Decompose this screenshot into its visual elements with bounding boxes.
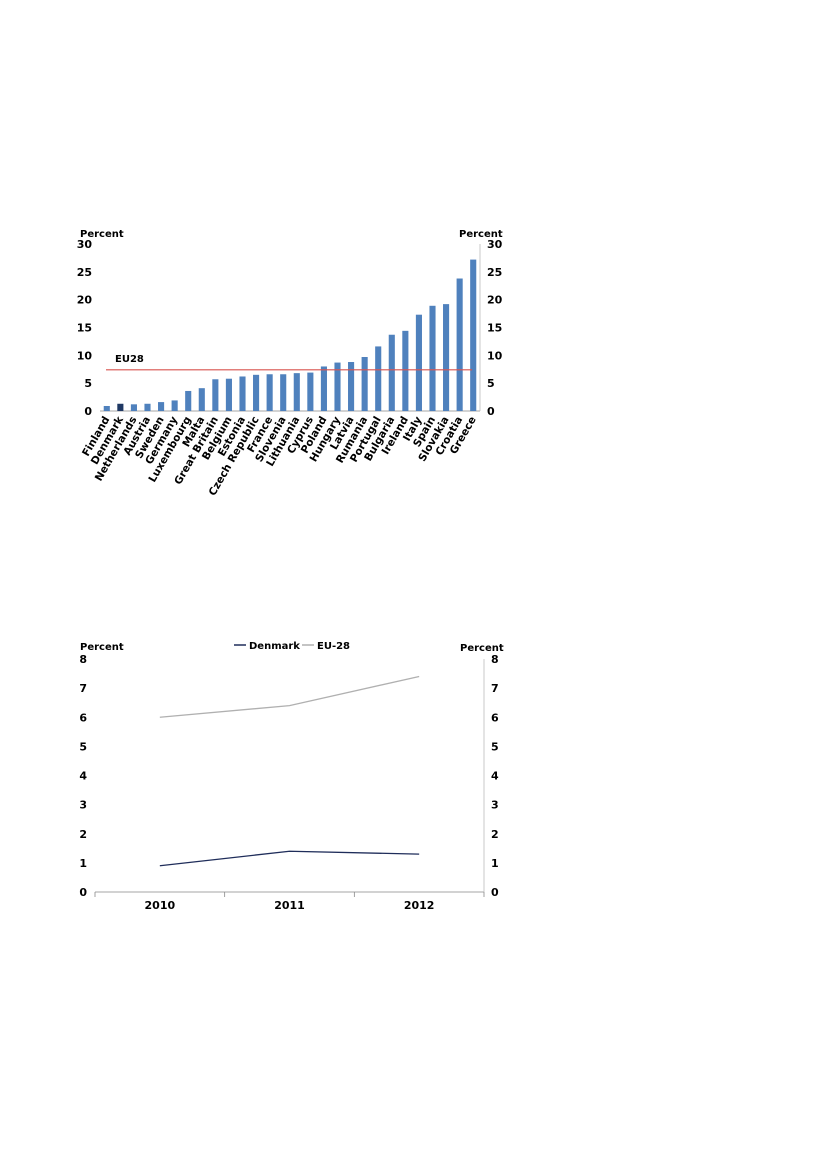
bar-ireland — [402, 330, 409, 411]
bar-croatia — [456, 278, 463, 411]
y-tick-label-right: 5 — [487, 377, 495, 390]
bar-germany — [171, 400, 178, 411]
bar-lithuania — [293, 373, 300, 411]
bar-chart-right-y-ticks: 0 5 10 15 20 25 30 — [487, 238, 503, 418]
bar-czech-republic — [253, 374, 260, 411]
bar-austria — [144, 403, 151, 411]
bar-italy — [415, 314, 422, 411]
y-tick-label-right: 15 — [487, 322, 502, 335]
bar-chart-left-y-ticks: 0 5 10 15 20 25 30 — [77, 238, 93, 418]
bar-great-britain — [212, 379, 219, 411]
bar-cyprus — [307, 372, 314, 411]
bar-rumania — [361, 357, 368, 411]
bar-estonia — [239, 376, 246, 411]
y-tick-label-left: 10 — [77, 349, 93, 362]
eu28-reference-label: EU28 — [115, 354, 144, 365]
y-tick-label-right: 25 — [487, 266, 502, 279]
bar-finland — [103, 405, 110, 411]
y-tick-label-right: 30 — [487, 238, 503, 251]
bar-malta — [198, 388, 205, 411]
bar-spain — [429, 305, 436, 411]
y-tick-label-right: 20 — [487, 294, 503, 307]
bar-belgium — [225, 378, 232, 411]
y-tick-label-right: 0 — [487, 405, 495, 418]
bar-hungary — [334, 362, 341, 411]
bar-denmark — [117, 403, 124, 411]
y-tick-label-left: 20 — [77, 294, 93, 307]
y-tick-label-right: 10 — [487, 349, 503, 362]
bar-poland — [320, 366, 327, 411]
bar-greece — [470, 259, 477, 411]
y-tick-label-left: 30 — [77, 238, 93, 251]
bar-chart-left-axis-label: Percent — [80, 229, 124, 240]
bar-chart-right-axis-label: Percent — [459, 229, 503, 240]
bar-bulgaria — [388, 334, 395, 411]
bar-slovakia — [443, 304, 450, 411]
y-tick-label-left: 0 — [84, 405, 92, 418]
bar-slovenia — [280, 374, 287, 411]
bar-latvia — [348, 362, 355, 411]
y-tick-label-left: 25 — [77, 266, 92, 279]
bar-france — [266, 374, 273, 411]
bar-chart-bars — [103, 259, 477, 411]
y-tick-label-left: 15 — [77, 322, 92, 335]
bar-netherlands — [130, 404, 137, 411]
bar-chart-category-labels: FinlandDenmarkNetherlandsAustriaSwedenGe… — [80, 414, 479, 498]
y-tick-label-left: 5 — [84, 377, 92, 390]
bar-sweden — [158, 402, 165, 411]
bar-portugal — [375, 346, 382, 411]
bar-luxembourg — [185, 390, 192, 411]
